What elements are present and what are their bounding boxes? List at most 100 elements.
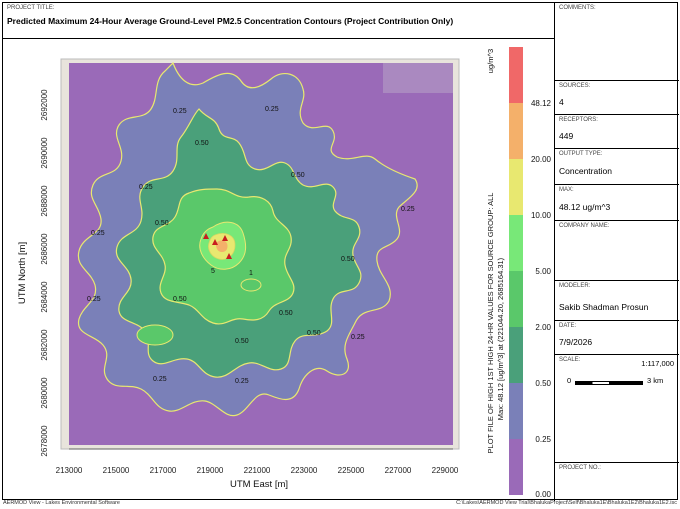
contour-label: 0.50 (173, 296, 187, 303)
source-marker (203, 233, 209, 239)
contour-label: 0.25 (401, 206, 415, 213)
max-value: 48.12 ug/m^3 (559, 202, 611, 212)
side-panel: COMMENTS: SOURCES: 4 RECEPTORS: 449 OUTP… (555, 3, 679, 501)
legend-level: 10.00 (531, 211, 552, 220)
x-tick-label: 225000 (338, 466, 365, 475)
output-type-label: OUTPUT TYPE: (559, 151, 603, 157)
sources-value: 4 (559, 97, 564, 107)
contour-label: 0.25 (139, 184, 153, 191)
comments-label: COMMENTS: (559, 5, 596, 11)
scale-bar (575, 381, 643, 385)
x-tick-label: 227000 (385, 466, 412, 475)
y-tick-label: 2684000 (40, 281, 49, 313)
y-tick-label: 2690000 (40, 137, 49, 169)
contour-label: 0.25 (91, 230, 105, 237)
y-tick-label: 2678000 (40, 425, 49, 457)
company-name-label: COMPANY NAME: (559, 223, 610, 229)
receptors-label: RECEPTORS: (559, 117, 598, 123)
status-left: AERMOD View - Lakes Environmental Softwa… (3, 500, 120, 506)
legend-swatch (509, 327, 523, 383)
contour-label: 0.50 (341, 256, 355, 263)
contour-label: 0.25 (153, 376, 167, 383)
date-label: DATE: (559, 323, 577, 329)
contour-label: 0.25 (265, 106, 279, 113)
comments-cell: COMMENTS: (555, 3, 679, 81)
y-tick-label: 2682000 (40, 329, 49, 361)
project-no-cell: PROJECT NO.: (555, 463, 679, 501)
legend-swatch (509, 383, 523, 439)
y-axis-title: UTM North [m] (17, 242, 28, 304)
x-tick-label: 215000 (103, 466, 130, 475)
y-tick-label: 2686000 (40, 233, 49, 265)
modeler-cell: MODELER: Sakib Shadman Prosun (555, 281, 679, 321)
status-right: C:\Lakes\AERMOD View Trial\BhalukaProjec… (456, 500, 677, 506)
source-markers (203, 233, 232, 259)
max-label: MAX: (559, 187, 574, 193)
max-location-label: Max: 48.12 [ug/m^3] at (221044.20, 26851… (496, 257, 505, 420)
plot-area: 0.25 0.25 0.25 0.25 0.25 0.25 0.25 0.25 … (3, 39, 555, 501)
scale-label: SCALE: (559, 357, 581, 363)
scale-ratio: 1:117,000 (641, 359, 674, 368)
scale-cell: SCALE: 1:117,000 0 3 km (555, 355, 679, 463)
contour-label: 0.25 (235, 378, 249, 385)
company-name-cell: COMPANY NAME: (555, 221, 679, 281)
contour-labels: 0.25 0.25 0.25 0.25 0.25 0.25 0.25 0.25 … (87, 106, 415, 385)
modeler-value: Sakib Shadman Prosun (559, 302, 649, 312)
source-marker (226, 253, 232, 259)
contour-label: 0.50 (291, 172, 305, 179)
x-tick-label: 223000 (291, 466, 318, 475)
legend-unit: ug/m^3 (486, 49, 495, 73)
contour-label: 0.50 (279, 310, 293, 317)
x-axis: 213000 215000 217000 219000 221000 22300… (56, 448, 459, 490)
date-cell: DATE: 7/9/2026 (555, 321, 679, 355)
y-tick-label: 2688000 (40, 185, 49, 217)
legend-swatch (509, 47, 523, 103)
contour-label: 1 (249, 270, 253, 277)
receptors-value: 449 (559, 131, 574, 141)
legend-level: 20.00 (531, 155, 552, 164)
legend-swatch (509, 271, 523, 327)
project-title-box: PROJECT TITLE: Predicted Maximum 24-Hour… (3, 3, 555, 39)
project-title-label: PROJECT TITLE: (7, 5, 55, 11)
y-axis: 2692000 2690000 2688000 2686000 2684000 … (17, 89, 49, 457)
sources-cell: SOURCES: 4 (555, 81, 679, 115)
plot-file-label: PLOT FILE OF HIGH 1ST HIGH 24-HR VALUES … (486, 193, 495, 454)
scale-zero: 0 (567, 376, 572, 385)
contour-label: 0.25 (173, 108, 187, 115)
contour-label: 5 (211, 268, 215, 275)
contour-label: 0.50 (155, 220, 169, 227)
contour-label: 0.25 (351, 334, 365, 341)
output-type-value: Concentration (559, 166, 612, 176)
legend-level: 48.12 (531, 99, 552, 108)
x-tick-label: 221000 (244, 466, 271, 475)
x-tick-label: 229000 (432, 466, 459, 475)
y-tick-label: 2680000 (40, 377, 49, 409)
report-page: PROJECT TITLE: Predicted Maximum 24-Hour… (2, 2, 679, 501)
contour-band-20 (215, 240, 228, 252)
legend-swatch (509, 439, 523, 495)
project-title: Predicted Maximum 24-Hour Average Ground… (7, 16, 454, 26)
output-type-cell: OUTPUT TYPE: Concentration (555, 149, 679, 185)
date-value: 7/9/2026 (559, 337, 593, 347)
sources-label: SOURCES: (559, 83, 591, 89)
x-axis-title: UTM East [m] (230, 479, 288, 490)
legend-swatch (509, 159, 523, 215)
contour-label: 0.50 (195, 140, 209, 147)
source-marker (212, 239, 218, 245)
legend-level: 0.00 (535, 490, 551, 499)
x-tick-label: 213000 (56, 466, 83, 475)
contour-island (136, 324, 174, 346)
color-legend: ug/m^3 48.12 20.00 10.00 5.00 2.00 0.50 … (486, 47, 552, 499)
scale-distance: 3 km (647, 376, 664, 385)
contour-label: 0.25 (87, 296, 101, 303)
modeler-label: MODELER: (559, 283, 591, 289)
receptors-cell: RECEPTORS: 449 (555, 115, 679, 149)
contour-island (240, 278, 262, 292)
legend-level: 0.25 (535, 435, 551, 444)
legend-level: 5.00 (535, 267, 551, 276)
source-marker (222, 235, 228, 241)
project-no-label: PROJECT NO.: (559, 465, 601, 471)
legend-swatch (509, 215, 523, 271)
legend-swatch (509, 103, 523, 159)
contour-label: 0.50 (235, 338, 249, 345)
